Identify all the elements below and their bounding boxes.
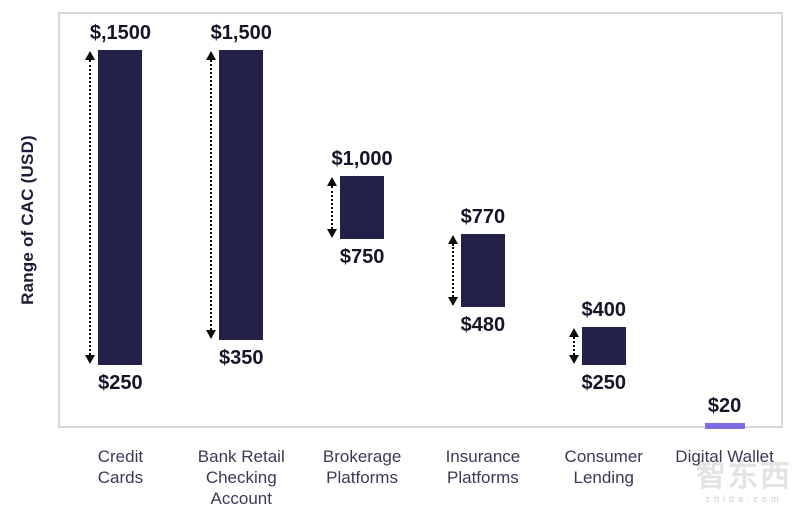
range-arrow-credit-cards bbox=[85, 50, 96, 364]
max-value-label-consumer-lending: $400 bbox=[581, 299, 627, 322]
category-label-line: Cards bbox=[97, 468, 144, 487]
category-label-line: Account bbox=[210, 489, 272, 507]
range-arrow-bank-retail-checking-account bbox=[206, 50, 217, 339]
category-label-line: Platforms bbox=[326, 468, 398, 487]
range-bar-insurance-platforms bbox=[460, 233, 505, 307]
dotted-shaft bbox=[331, 185, 334, 229]
range-bar-bank-retail-checking-account bbox=[219, 49, 264, 340]
dotted-shaft bbox=[572, 337, 575, 355]
max-value-label-insurance-platforms: $770 bbox=[460, 205, 506, 228]
min-value-label-credit-cards: $250 bbox=[98, 371, 143, 394]
category-label-line: Platforms bbox=[447, 468, 519, 487]
range-arrow-brokerage-platforms bbox=[327, 176, 338, 238]
plot-area bbox=[58, 12, 783, 428]
range-arrow-insurance-platforms bbox=[447, 234, 458, 306]
category-label-digital-wallet: Digital Wallet bbox=[675, 446, 774, 467]
watermark-latin-text: zhida.com bbox=[705, 494, 783, 504]
min-value-label-bank-retail-checking-account: $350 bbox=[219, 346, 264, 369]
category-label-line: Lending bbox=[573, 468, 635, 487]
watermark: 智东西 zhida.com bbox=[696, 461, 792, 505]
arrowhead-up-icon bbox=[327, 176, 338, 186]
category-label-credit-cards: Credit Cards bbox=[98, 446, 143, 488]
dotted-shaft bbox=[89, 59, 92, 355]
max-value-label-credit-cards: $,1500 bbox=[89, 21, 151, 44]
category-label-line: Brokerage bbox=[322, 447, 402, 466]
category-label-line: Consumer bbox=[564, 447, 643, 466]
max-value-label-brokerage-platforms: $1,000 bbox=[331, 147, 393, 170]
y-axis-label: Range of CAC (USD) bbox=[18, 135, 37, 305]
range-bar-brokerage-platforms bbox=[340, 175, 385, 239]
arrowhead-down-icon bbox=[327, 228, 338, 238]
category-label-bank-retail-checking-account: Bank Retail Checking Account bbox=[198, 446, 285, 507]
category-label-line: Insurance bbox=[445, 447, 521, 466]
min-value-label-consumer-lending: $250 bbox=[581, 371, 627, 394]
value-label-digital-wallet: $20 bbox=[707, 394, 742, 417]
category-label-consumer-lending: Consumer Lending bbox=[565, 446, 643, 488]
max-value-label-bank-retail-checking-account: $1,500 bbox=[210, 21, 272, 44]
value-tick-digital-wallet bbox=[704, 422, 745, 429]
range-bar-consumer-lending bbox=[581, 327, 626, 365]
arrowhead-up-icon bbox=[206, 50, 217, 60]
category-label-line: Checking bbox=[205, 468, 277, 487]
arrowhead-down-icon bbox=[447, 296, 458, 306]
arrowhead-up-icon bbox=[85, 50, 96, 60]
category-label-brokerage-platforms: Brokerage Platforms bbox=[323, 446, 401, 488]
range-arrow-consumer-lending bbox=[568, 328, 579, 364]
dotted-shaft bbox=[210, 59, 213, 330]
category-label-line: Bank Retail bbox=[197, 447, 285, 466]
dotted-shaft bbox=[451, 243, 454, 297]
category-label-line: Credit bbox=[97, 447, 144, 466]
category-label-insurance-platforms: Insurance Platforms bbox=[446, 446, 521, 488]
arrowhead-down-icon bbox=[85, 354, 96, 364]
arrowhead-up-icon bbox=[568, 328, 579, 338]
arrowhead-down-icon bbox=[206, 329, 217, 339]
arrowhead-down-icon bbox=[568, 354, 579, 364]
range-bar-credit-cards bbox=[98, 49, 143, 365]
arrowhead-up-icon bbox=[447, 234, 458, 244]
min-value-label-insurance-platforms: $480 bbox=[460, 313, 506, 336]
category-label-line: Digital Wallet bbox=[675, 447, 774, 466]
min-value-label-brokerage-platforms: $750 bbox=[339, 245, 385, 268]
